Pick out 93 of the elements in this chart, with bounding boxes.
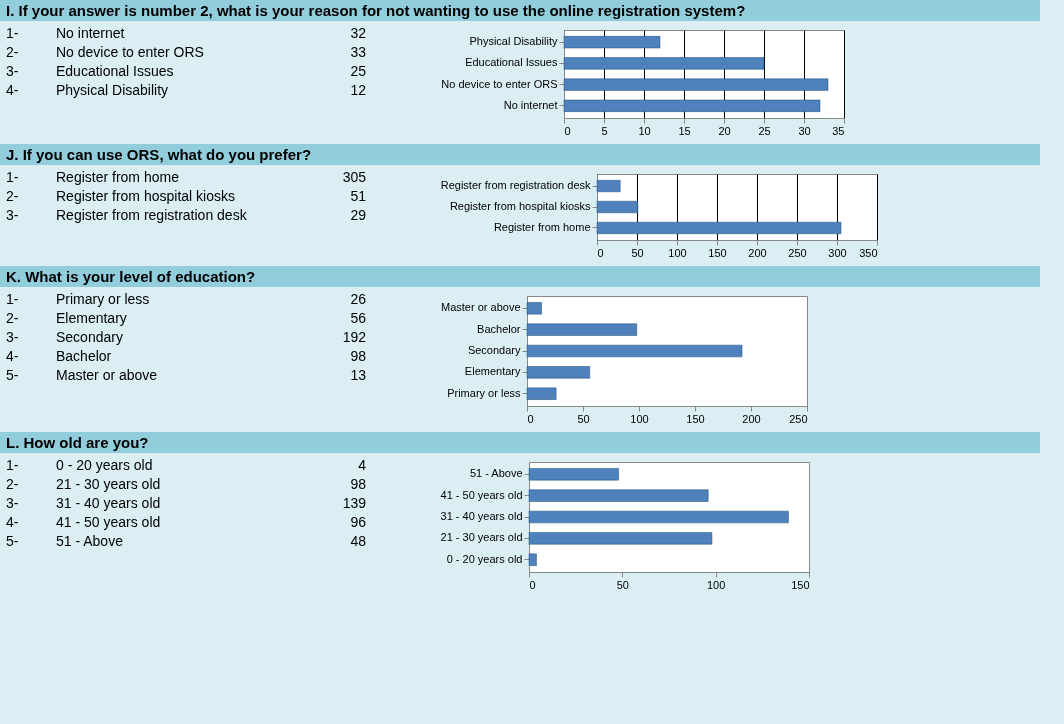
text: 3- Secondary — [6, 329, 123, 345]
x-tick-label: 30 — [798, 124, 811, 137]
x-tick-label: 250 — [788, 246, 807, 259]
text: 96 — [349, 514, 366, 530]
text: 1- 0 - 20 years old — [6, 457, 153, 473]
text: K. What is your level of education? — [0, 266, 1040, 287]
x-tick-label: 10 — [638, 124, 651, 137]
x-tick-label: 300 — [828, 246, 847, 259]
y-tick-label: Secondary — [467, 344, 521, 356]
x-tick-label: 250 — [789, 412, 808, 425]
bar — [596, 180, 621, 193]
y-tick-label: 41 - 50 years old — [440, 488, 523, 501]
x-tick-label: 150 — [686, 412, 705, 425]
y-tick-label: No device to enter ORS — [441, 77, 558, 90]
text: 305 — [341, 169, 366, 185]
text: 56 — [349, 310, 366, 326]
x-tick-label: 0 — [564, 124, 571, 137]
x-tick-label: 5 — [601, 124, 608, 137]
text: 3- Register from registration desk — [6, 207, 247, 223]
x-tick-label: 100 — [668, 246, 687, 259]
x-tick-label: 100 — [630, 412, 649, 425]
x-tick-label: 0 — [597, 246, 604, 259]
bar — [526, 387, 557, 400]
text: 25 — [349, 63, 366, 79]
x-tick-label: 50 — [577, 412, 590, 425]
bar — [596, 200, 639, 214]
text: 26 — [349, 291, 366, 307]
y-tick-label: Bachelor — [477, 322, 521, 335]
text: 4 — [357, 457, 366, 473]
bar — [596, 221, 842, 234]
text: 4- 41 - 50 years old — [6, 514, 161, 530]
text: 2- Elementary — [6, 310, 127, 326]
y-tick-label: Master or above — [441, 301, 521, 314]
text: 32 — [349, 25, 366, 41]
bar — [526, 302, 542, 315]
y-tick-label: 31 - 40 years old — [440, 510, 523, 522]
x-tick-label: 25 — [758, 124, 771, 137]
x-tick-label: 0 — [527, 412, 534, 425]
text: J. If you can use ORS, what do you prefer? — [0, 144, 1040, 165]
text: 48 — [349, 533, 366, 549]
bar — [563, 36, 661, 49]
text: 1- Register from home — [6, 169, 179, 185]
x-tick-label: 150 — [791, 578, 810, 591]
text: 3- Educational Issues — [6, 63, 174, 79]
y-tick-label: 21 - 30 years old — [440, 531, 523, 544]
bar — [563, 99, 821, 112]
text: 192 — [341, 329, 366, 345]
y-tick-label: Elementary — [464, 365, 521, 378]
text: 2- Register from hospital kiosks — [6, 188, 235, 204]
x-tick-label: 150 — [708, 246, 727, 259]
y-tick-label: No internet — [503, 98, 558, 111]
x-tick-label: 350 — [859, 246, 878, 259]
text: 33 — [349, 44, 366, 60]
text: 4- Physical Disability — [6, 82, 169, 98]
bar — [563, 57, 765, 70]
y-tick-label: Primary or less — [447, 386, 521, 399]
text: 2- No device to enter ORS — [6, 44, 204, 60]
x-tick-label: 35 — [832, 124, 845, 137]
y-tick-label: 0 - 20 years old — [446, 552, 523, 565]
text: 1- Primary or less — [6, 291, 150, 307]
bar — [526, 344, 743, 358]
x-tick-label: 15 — [678, 124, 691, 137]
x-tick-label: 200 — [742, 412, 761, 425]
y-tick-label: Register from registration desk — [440, 179, 591, 192]
x-tick-label: 50 — [631, 246, 644, 259]
bar — [526, 323, 638, 336]
text: 13 — [349, 367, 366, 383]
text: 139 — [341, 495, 366, 511]
y-tick-label: Educational Issues — [465, 56, 558, 69]
x-tick-label: 20 — [718, 124, 731, 137]
text: 5- Master or above — [6, 367, 158, 383]
x-tick-label: 0 — [529, 578, 536, 591]
y-tick-label: 51 - Above — [469, 467, 523, 480]
text: 29 — [349, 207, 366, 223]
text: 12 — [349, 82, 366, 98]
text: 98 — [349, 476, 366, 492]
text: 5- 51 - Above — [6, 533, 123, 549]
text: 4- Bachelor — [6, 348, 112, 364]
x-tick-label: 200 — [748, 246, 767, 259]
y-tick-label: Register from home — [493, 220, 591, 233]
text: 98 — [349, 348, 366, 364]
text: 2- 21 - 30 years old — [6, 476, 161, 492]
y-tick-label: Register from hospital kiosks — [449, 200, 591, 212]
bar — [563, 78, 829, 91]
text: 51 — [349, 188, 366, 204]
y-tick-label: Physical Disability — [469, 35, 558, 48]
text: I. If your answer is number 2, what is your reason for not wanting to use the online registration system? — [0, 0, 1040, 21]
text: 1- No internet — [6, 25, 125, 41]
bar — [526, 366, 590, 379]
text: 3- 31 - 40 years old — [6, 495, 161, 511]
x-tick-label: 50 — [616, 578, 629, 591]
x-tick-label: 100 — [706, 578, 726, 591]
text: L. How old are you? — [0, 432, 1040, 453]
